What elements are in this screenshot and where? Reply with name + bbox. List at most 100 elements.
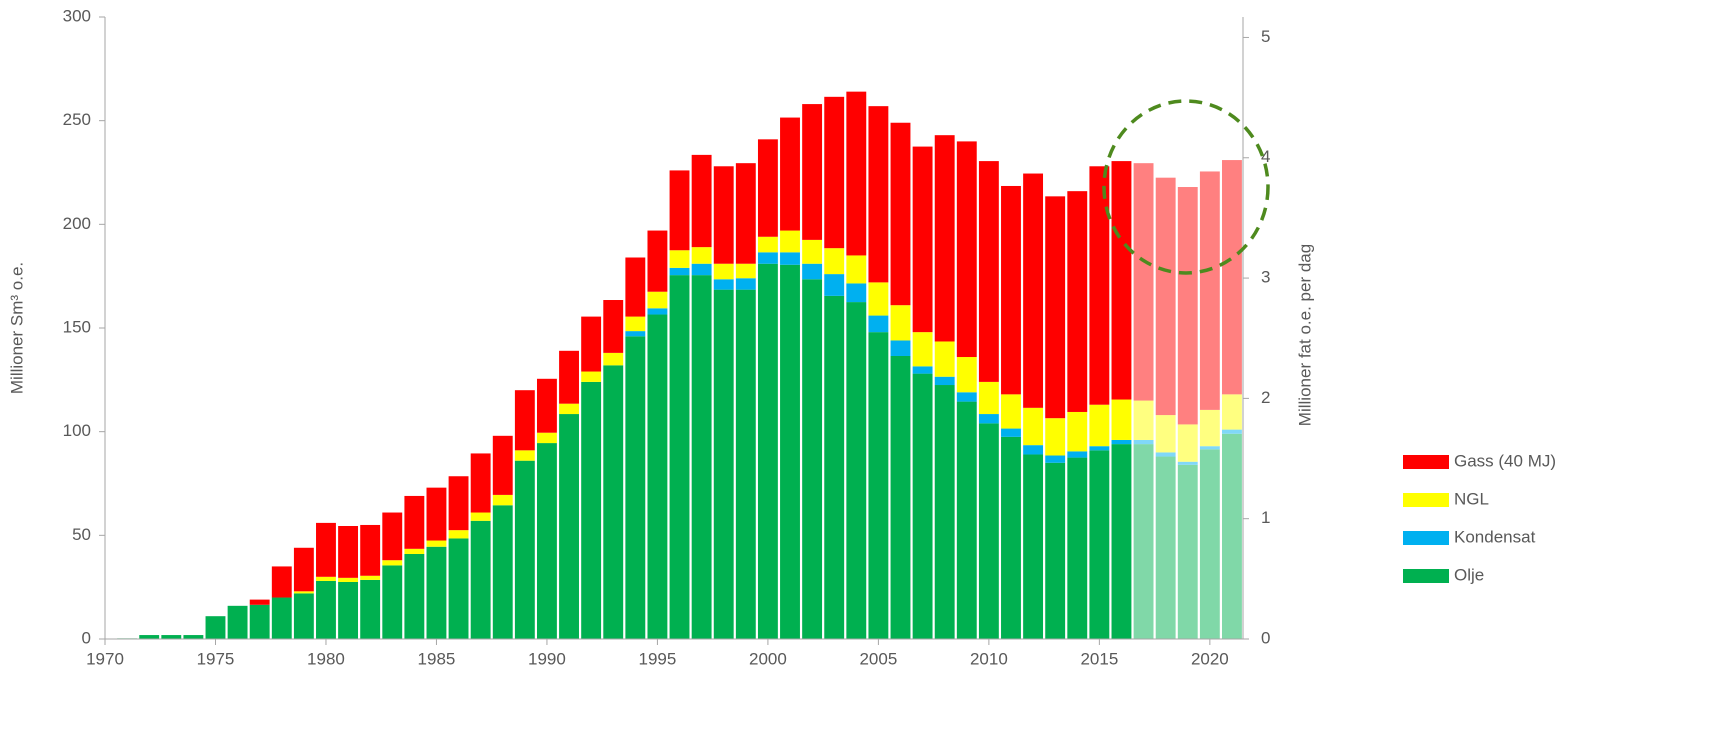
bar-segment [824,248,845,275]
bar-segment [1067,411,1088,452]
y-tick-label: 100 [63,421,91,440]
bar-segment [691,247,712,264]
bar-segment [802,263,823,280]
bar-segment [360,575,381,580]
bar-segment [802,104,823,240]
bar-segment [735,163,756,264]
bar-segment [978,161,999,382]
bar-segment [1222,433,1242,639]
bar-segment [934,135,955,342]
bar-segment [1199,409,1220,447]
bar-segment [890,305,911,341]
legend-label: Gass (40 MJ) [1454,451,1556,470]
bar-segment [956,141,977,358]
bar-segment [293,593,314,639]
bar-segment [514,460,535,639]
bar-segment [757,139,778,237]
bar-segment [1089,450,1110,639]
bar-segment [139,635,160,639]
bar-segment [514,390,535,451]
bar-segment [912,146,933,333]
y-axis-label: Millioner Sm³ o.e. [7,262,26,394]
bar-segment [1045,196,1066,419]
bar-segment [802,239,823,264]
bar-segment [1177,424,1198,462]
bar-segment [780,264,800,639]
bar-segment [934,376,955,386]
bar-segment [956,392,977,402]
bar-segment [1001,185,1021,395]
bar-segment [934,341,955,377]
bar-segment [1023,407,1044,446]
y2-tick-label: 5 [1261,27,1270,46]
bar-segment [824,274,845,296]
bar-segment [978,381,999,415]
bar-segment [780,252,800,265]
bar-segment [735,278,756,290]
bar-segment [316,522,336,577]
bar-segment [669,275,690,639]
bar-segment [1089,166,1110,405]
bar-segment [360,579,381,639]
bar-segment [890,340,911,356]
bar-segment [1222,394,1242,430]
bar-segment [735,263,756,279]
bar-segment [868,106,889,283]
bar-segment [249,599,270,605]
y-tick-label: 50 [72,525,91,544]
bar-segment [470,453,491,513]
x-tick-label: 1980 [307,649,345,668]
bar-segment [713,279,734,290]
y-tick-label: 250 [63,110,91,129]
bar-segment [912,332,933,367]
legend-label: Olje [1454,565,1484,584]
bar-segment [1111,161,1132,400]
bar-segment [868,315,889,333]
x-tick-label: 2010 [970,649,1008,668]
bar-segment [1155,456,1176,639]
bar-segment [846,91,867,256]
bar-segment [625,257,646,317]
bar-segment [691,154,712,248]
bar-segment [316,576,336,581]
bar-segment [338,577,359,582]
bar-segment [1177,187,1198,425]
bar-segment [890,355,911,639]
bar-segment [956,357,977,393]
bar-segment [713,289,734,639]
bar-segment [426,546,447,639]
legend-label: Kondensat [1454,527,1536,546]
bar-segment [581,316,602,372]
bar-segment [492,494,513,506]
x-tick-label: 1995 [639,649,677,668]
bar-segment [625,316,646,332]
bar-segment [713,263,734,280]
bar-segment [1199,449,1220,639]
bar-segment [1023,445,1044,455]
bar-segment [780,230,800,253]
bar-segment [426,540,447,547]
bar-segment [603,300,624,353]
bar-segment [448,530,469,539]
bar-segment [382,565,403,639]
y-tick-label: 300 [63,6,91,25]
bar-segment [934,385,955,639]
x-tick-label: 1985 [418,649,456,668]
bar-segment [293,547,314,592]
bar-segment [360,524,381,576]
bar-segment [1045,462,1066,639]
bar-segment [404,548,425,554]
bar-segment [978,414,999,424]
y-tick-label: 200 [63,214,91,233]
bar-segment [647,230,668,292]
bar-segment [846,302,867,639]
bar-segment [205,616,226,639]
bar-segment [338,526,359,578]
bar-segment [647,308,668,315]
bar-segment [603,365,624,639]
bar-segment [492,505,513,639]
bar-segment [1155,452,1176,457]
bar-segment [868,332,889,639]
x-tick-label: 1970 [86,649,124,668]
